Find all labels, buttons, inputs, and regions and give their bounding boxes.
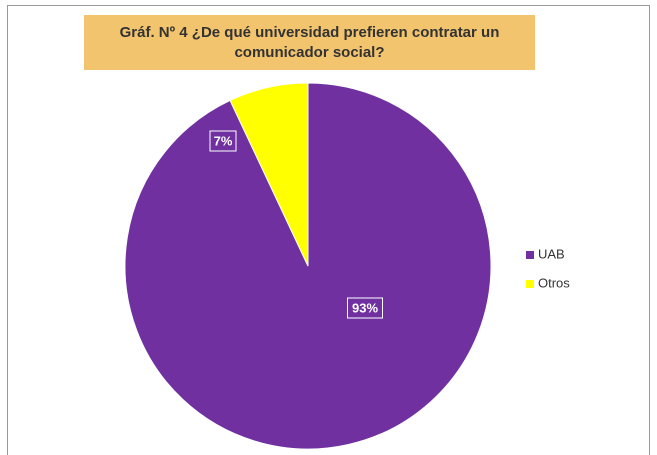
legend-swatch	[526, 280, 534, 288]
data-label: 7%	[214, 133, 233, 148]
pie-slice	[229, 82, 309, 267]
legend-label: UAB	[538, 246, 565, 261]
chart-frame	[7, 5, 650, 455]
data-label-box	[347, 297, 383, 319]
data-label-box	[209, 130, 237, 152]
chart-title: Gráf. Nº 4 ¿De qué universidad prefieren…	[84, 15, 535, 70]
legend-swatch	[526, 251, 534, 259]
legend-label: Otros	[538, 275, 570, 290]
data-label: 93%	[352, 300, 378, 315]
